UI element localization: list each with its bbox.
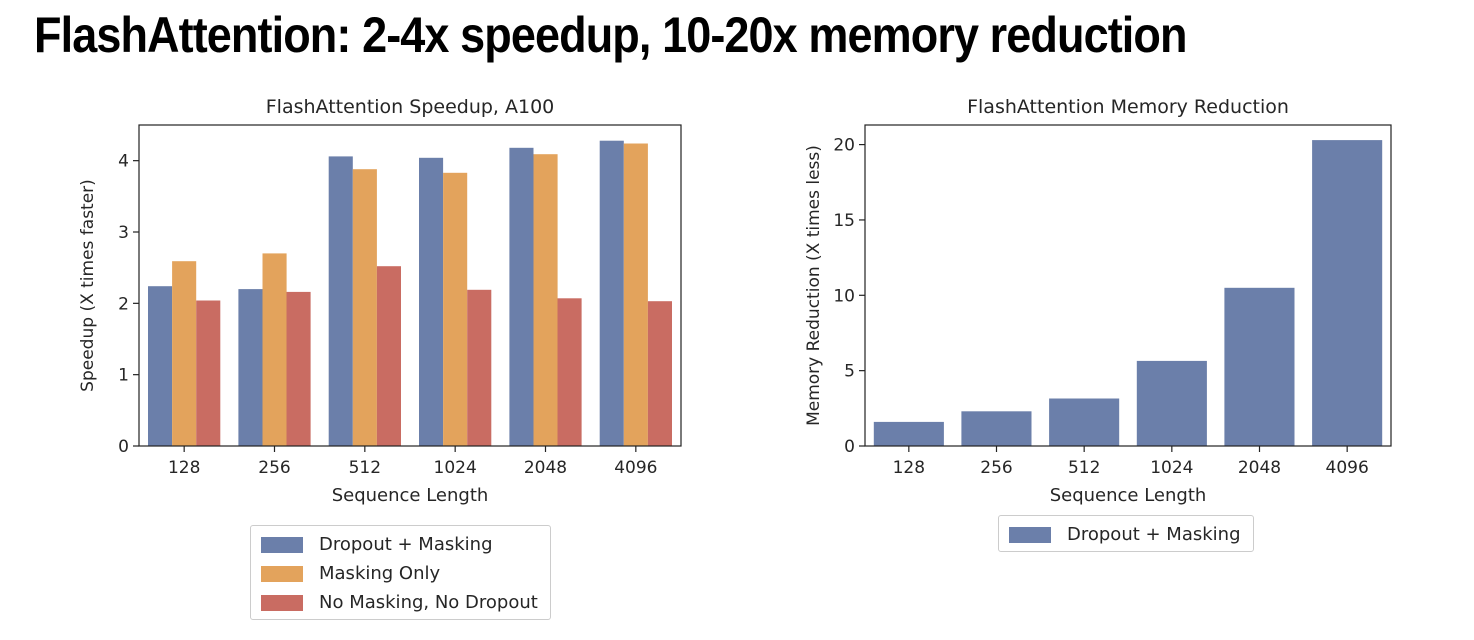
memory-y-tick-label: 15 xyxy=(833,211,855,231)
speedup-bar xyxy=(148,286,173,446)
speedup-y-tick-label: 3 xyxy=(118,223,129,243)
memory-x-tick-label: 512 xyxy=(1068,458,1100,478)
memory-y-tick-label: 20 xyxy=(833,136,855,156)
memory-bar xyxy=(1224,287,1295,446)
legend-label: No Masking, No Dropout xyxy=(319,592,538,613)
speedup-bar xyxy=(599,140,624,446)
memory-x-tick-label: 128 xyxy=(893,458,925,478)
legend-swatch xyxy=(261,594,303,611)
speedup-x-tick-label: 2048 xyxy=(524,458,567,478)
memory-x-tick-label: 2048 xyxy=(1238,458,1281,478)
memory-x-tick-label: 256 xyxy=(980,458,1012,478)
memory-y-tick-label: 0 xyxy=(844,437,855,457)
memory-bar xyxy=(873,421,944,446)
memory-plot-frame xyxy=(864,124,1392,447)
memory-y-axis-label: Memory Reduction (X times less) xyxy=(804,145,824,426)
speedup-y-axis-label: Speedup (X times faster) xyxy=(78,179,98,392)
speedup-bar xyxy=(238,289,263,446)
memory-x-axis-label: Sequence Length xyxy=(1050,485,1207,506)
speedup-plot-frame xyxy=(138,124,682,447)
memory-x-tick-label: 4096 xyxy=(1326,458,1369,478)
speedup-bar xyxy=(328,156,353,446)
legend-item: No Masking, No Dropout xyxy=(261,588,538,617)
memory-bar xyxy=(1049,398,1120,446)
memory-chart-title: FlashAttention Memory Reduction xyxy=(967,96,1289,118)
legend-swatch xyxy=(261,536,303,553)
speedup-bar xyxy=(533,154,558,446)
legend-swatch xyxy=(261,565,303,582)
memory-bar xyxy=(961,411,1032,446)
legend-swatch xyxy=(1009,526,1051,543)
speedup-x-tick-label: 512 xyxy=(349,458,381,478)
speedup-bar xyxy=(419,157,444,447)
memory-legend: Dropout + Masking xyxy=(998,515,1254,552)
speedup-x-tick-label: 256 xyxy=(258,458,290,478)
speedup-bar xyxy=(647,301,672,446)
speedup-y-tick-label: 2 xyxy=(118,294,129,314)
speedup-bar xyxy=(172,261,197,446)
speedup-bar xyxy=(467,289,492,446)
speedup-x-tick-label: 1024 xyxy=(434,458,477,478)
speedup-bar xyxy=(196,300,221,446)
speedup-bar xyxy=(443,172,468,447)
memory-y-tick-label: 10 xyxy=(833,286,855,306)
memory-y-tick-label: 5 xyxy=(844,362,855,382)
memory-bar xyxy=(1312,140,1383,446)
speedup-bar xyxy=(352,169,377,446)
slide-title: FlashAttention: 2-4x speedup, 10-20x mem… xyxy=(34,7,1187,63)
speedup-legend: Dropout + Masking Masking Only No Masking,… xyxy=(250,525,551,620)
legend-label: Masking Only xyxy=(319,563,441,584)
legend-label: Dropout + Masking xyxy=(1067,524,1241,545)
speedup-y-tick-label: 1 xyxy=(118,366,129,386)
legend-label: Dropout + Masking xyxy=(319,534,493,555)
speedup-y-tick-label: 4 xyxy=(118,152,129,172)
legend-item: Dropout + Masking xyxy=(1009,520,1241,549)
memory-bar xyxy=(1136,360,1207,446)
speedup-bar xyxy=(262,253,287,446)
memory-x-tick-label: 1024 xyxy=(1150,458,1193,478)
legend-item: Masking Only xyxy=(261,559,538,588)
speedup-bar xyxy=(286,291,311,446)
speedup-bar xyxy=(509,147,534,447)
speedup-chart-title: FlashAttention Speedup, A100 xyxy=(266,96,555,118)
speedup-bar xyxy=(376,266,401,446)
speedup-bar xyxy=(623,143,648,446)
speedup-x-tick-label: 128 xyxy=(168,458,200,478)
legend-item: Dropout + Masking xyxy=(261,530,538,559)
speedup-x-tick-label: 4096 xyxy=(614,458,657,478)
speedup-bar xyxy=(557,298,582,446)
speedup-x-axis-label: Sequence Length xyxy=(332,485,489,506)
speedup-y-tick-label: 0 xyxy=(118,437,129,457)
